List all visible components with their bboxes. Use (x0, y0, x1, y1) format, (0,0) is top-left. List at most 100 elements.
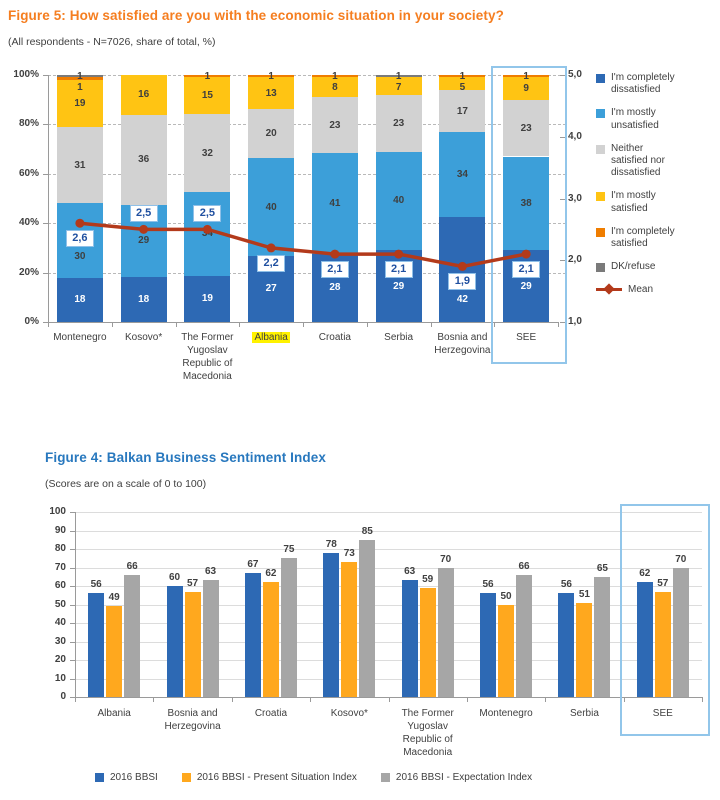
mean-point (394, 249, 404, 259)
category-label: Croatia (254, 708, 288, 719)
category-label: Kosovo* (125, 332, 163, 343)
segment-value: 23 (393, 117, 405, 129)
y-axis-tick-label: 0% (24, 316, 39, 327)
mean-point (457, 261, 467, 271)
category-label: The Former Yugoslav Republic of Macedoni… (401, 708, 454, 758)
mean-value-label: 1,9 (448, 273, 477, 291)
legend-label: I'm completely satisfied (611, 225, 675, 249)
x-axis-tick (702, 697, 703, 702)
highlighted-category: Albania (252, 332, 290, 343)
bar (437, 567, 454, 697)
legend-label: 2016 BBSI (110, 772, 158, 783)
gridline (76, 586, 702, 587)
bar-value: 78 (325, 538, 337, 550)
figure5-subtitle: (All respondents - N=7026, share of tota… (8, 36, 216, 48)
bar-value: 65 (596, 562, 608, 574)
segment-value: 36 (138, 154, 150, 166)
y-axis-tick-label: 0 (60, 691, 66, 702)
gridline (76, 549, 702, 550)
gridline (48, 173, 566, 175)
bar (359, 539, 376, 697)
mean-value-label: 2,1 (512, 261, 541, 279)
segment-value: 1 (395, 70, 402, 82)
y-axis-tick (70, 641, 75, 643)
bar-value: 57 (187, 577, 199, 589)
gridline (76, 567, 702, 569)
legend-swatch (181, 773, 191, 782)
bar-segment (120, 75, 167, 115)
legend-item: 2016 BBSI (95, 772, 158, 783)
segment-value: 34 (201, 228, 213, 240)
bar (166, 586, 183, 697)
category-label: Montenegro (479, 708, 533, 719)
bar-value: 51 (578, 588, 590, 600)
mean-point (139, 224, 149, 234)
bar-segment (311, 77, 358, 97)
y-axis-tick-label: 90 (54, 524, 66, 536)
bar-value: 49 (108, 592, 120, 604)
segment-value: 7 (395, 81, 402, 93)
segment-value: 18 (138, 294, 150, 306)
bar (280, 558, 297, 697)
y-axis-tick-label: 10 (54, 672, 66, 684)
bar-value: 62 (639, 568, 651, 580)
legend-item: I'm mostly unsatisfied (596, 107, 720, 131)
segment-value: 1 (523, 70, 529, 82)
mean-point (330, 249, 340, 259)
bar-value: 75 (283, 544, 295, 556)
segment-value: 19 (201, 293, 213, 305)
x-axis-tick (466, 697, 468, 702)
y-axis-tick-label: 40 (54, 617, 66, 628)
mean-value-label: 2,1 (320, 261, 349, 279)
legend-swatch (380, 773, 390, 782)
bar-segment (56, 79, 103, 127)
category-label: Croatia (318, 332, 351, 343)
segment-value: 1 (459, 70, 466, 82)
bar-segment (503, 77, 550, 100)
segment-value: 27 (265, 283, 277, 295)
bar (341, 561, 358, 697)
mean-value-label: 2,1 (384, 261, 413, 279)
bar (106, 606, 123, 697)
category-label: The Former Yugoslav Republic of Macedoni… (181, 332, 234, 382)
segment-value: 1 (268, 70, 274, 82)
bar-segment (120, 277, 167, 322)
segment-value: 41 (329, 197, 341, 209)
bar (558, 593, 575, 697)
legend-swatch (596, 263, 605, 273)
bar-segment (375, 151, 422, 251)
bar (672, 567, 689, 697)
bar (654, 591, 671, 697)
bar-value: 66 (126, 560, 138, 572)
bar-segment (248, 109, 295, 159)
legend-swatch (596, 109, 605, 119)
y-axis-tick-label: 100% (13, 69, 39, 80)
gridline (76, 530, 702, 532)
bar-value: 67 (247, 559, 259, 571)
y-axis-tick-label: 20% (18, 266, 39, 278)
segment-value: 19 (74, 97, 86, 109)
category-label: Bosnia and Herzegovina (434, 332, 491, 356)
bar-value: 63 (205, 566, 217, 578)
mean-point (202, 224, 212, 234)
bar-segment (311, 153, 358, 254)
bar (480, 593, 497, 697)
segment-value: 18 (74, 294, 86, 306)
right-axis-tick-label: 4,0 (568, 130, 582, 142)
bar-segment (375, 75, 422, 78)
right-axis-tick (560, 75, 565, 76)
gridline (48, 75, 566, 76)
segment-value: 8 (332, 81, 338, 93)
segment-value: 17 (456, 105, 468, 117)
bar-segment (248, 75, 295, 78)
x-axis-tick (303, 322, 304, 327)
y-axis-tick-label: 70 (54, 561, 66, 573)
bar-segment (375, 94, 422, 152)
bar-segment (56, 277, 103, 322)
segment-value: 23 (329, 119, 341, 131)
y-axis-tick (70, 660, 75, 661)
y-axis-tick (70, 586, 75, 587)
x-axis-tick (153, 697, 155, 702)
y-axis-tick (70, 697, 75, 698)
legend-label: 2016 BBSI - Present Situation Index (196, 772, 357, 783)
